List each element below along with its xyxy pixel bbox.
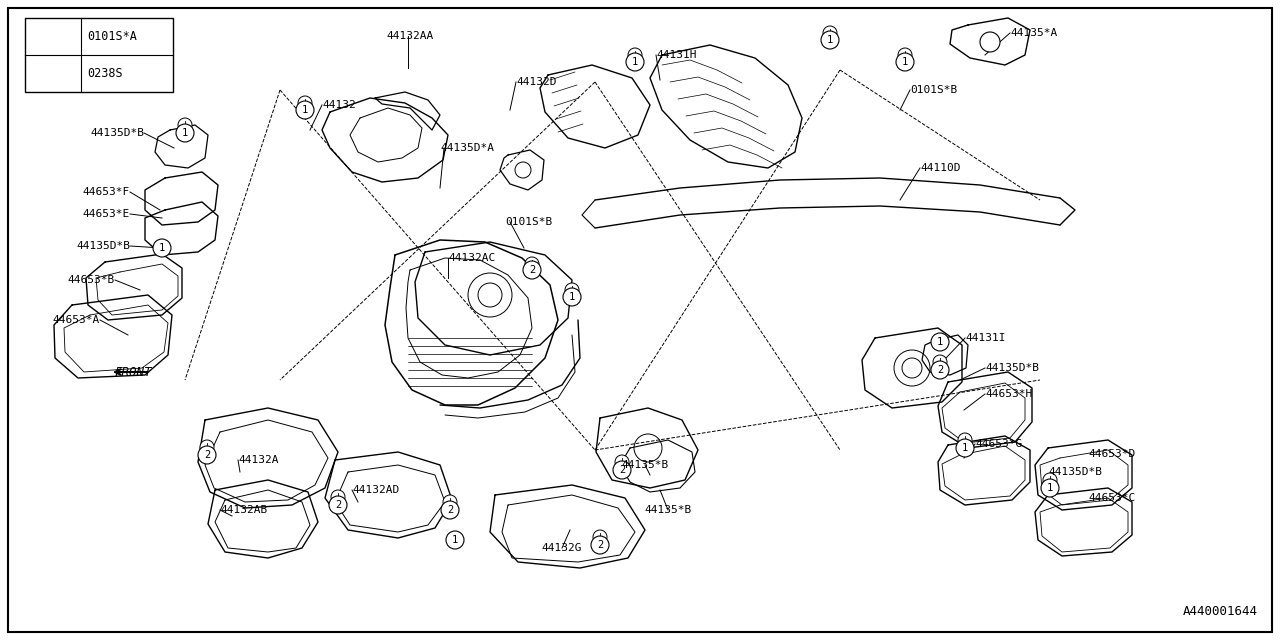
- Text: 1: 1: [302, 105, 308, 115]
- Circle shape: [614, 455, 628, 469]
- Text: 2: 2: [447, 505, 453, 515]
- Text: 44132A: 44132A: [238, 455, 279, 465]
- Text: 2: 2: [596, 540, 603, 550]
- Circle shape: [896, 53, 914, 71]
- Text: 44135D*B: 44135D*B: [90, 128, 143, 138]
- Text: 44135*A: 44135*A: [1010, 28, 1057, 38]
- Text: 44132AB: 44132AB: [220, 505, 268, 515]
- Circle shape: [329, 496, 347, 514]
- Text: 0101S*B: 0101S*B: [506, 217, 552, 227]
- Text: 1: 1: [50, 31, 56, 42]
- Text: 1: 1: [568, 292, 575, 302]
- Circle shape: [628, 48, 643, 62]
- Circle shape: [899, 48, 911, 62]
- Bar: [26, 18, 173, 92]
- Circle shape: [591, 536, 609, 554]
- Circle shape: [593, 530, 607, 544]
- Text: 2: 2: [50, 68, 56, 79]
- Text: 1: 1: [902, 57, 908, 67]
- Text: 44132: 44132: [323, 100, 356, 110]
- Circle shape: [42, 26, 64, 47]
- Text: 44131H: 44131H: [657, 50, 696, 60]
- Text: 2: 2: [618, 465, 625, 475]
- Text: 1: 1: [182, 128, 188, 138]
- Circle shape: [332, 490, 346, 504]
- Circle shape: [823, 26, 837, 40]
- Text: 44132D: 44132D: [516, 77, 557, 87]
- Circle shape: [931, 361, 948, 379]
- Circle shape: [563, 288, 581, 306]
- Circle shape: [980, 32, 1000, 52]
- Text: 44653*E: 44653*E: [83, 209, 131, 219]
- Circle shape: [957, 433, 972, 447]
- Text: 44135*B: 44135*B: [644, 505, 691, 515]
- Circle shape: [820, 31, 838, 49]
- Circle shape: [154, 239, 172, 257]
- Text: 44653*A: 44653*A: [52, 315, 100, 325]
- Circle shape: [443, 495, 457, 509]
- Text: 44653*F: 44653*F: [83, 187, 131, 197]
- Circle shape: [178, 118, 192, 132]
- Text: 44135D*B: 44135D*B: [986, 363, 1039, 373]
- Circle shape: [442, 501, 460, 519]
- Text: A440001644: A440001644: [1183, 605, 1258, 618]
- Text: 44132AD: 44132AD: [352, 485, 399, 495]
- Text: 44131I: 44131I: [965, 333, 1006, 343]
- Circle shape: [198, 446, 216, 464]
- Text: 44653*G: 44653*G: [975, 439, 1023, 449]
- Text: 44653*C: 44653*C: [1088, 493, 1135, 503]
- Text: FRONT: FRONT: [114, 367, 152, 380]
- Circle shape: [613, 461, 631, 479]
- Text: 44135D*B: 44135D*B: [76, 241, 131, 251]
- Text: 0101S*B: 0101S*B: [910, 85, 957, 95]
- Text: 44132AC: 44132AC: [448, 253, 495, 263]
- Text: 44653*D: 44653*D: [1088, 449, 1135, 459]
- Text: 44135D*B: 44135D*B: [1048, 467, 1102, 477]
- Circle shape: [445, 531, 465, 549]
- Circle shape: [1041, 479, 1059, 497]
- Circle shape: [956, 439, 974, 457]
- Text: 2: 2: [335, 500, 342, 510]
- Circle shape: [931, 333, 948, 351]
- Circle shape: [200, 440, 214, 454]
- Text: 0101S*A: 0101S*A: [87, 30, 137, 43]
- Circle shape: [296, 101, 314, 119]
- Text: 1: 1: [961, 443, 968, 453]
- Circle shape: [42, 63, 64, 84]
- Text: 0238S: 0238S: [87, 67, 123, 80]
- Text: 2: 2: [529, 265, 535, 275]
- Text: 44135*B: 44135*B: [621, 460, 668, 470]
- Circle shape: [1043, 473, 1057, 487]
- Text: 44132AA: 44132AA: [387, 31, 434, 41]
- Text: 1: 1: [1047, 483, 1053, 493]
- Text: 1: 1: [452, 535, 458, 545]
- Circle shape: [298, 96, 312, 110]
- Circle shape: [564, 283, 579, 297]
- Text: 44653*B: 44653*B: [68, 275, 115, 285]
- Text: 1: 1: [827, 35, 833, 45]
- Text: 1: 1: [937, 337, 943, 347]
- Text: 44135D*A: 44135D*A: [440, 143, 494, 153]
- Text: 1: 1: [632, 57, 639, 67]
- Circle shape: [626, 53, 644, 71]
- Text: 2: 2: [937, 365, 943, 375]
- Circle shape: [525, 257, 539, 271]
- Text: 44110D: 44110D: [920, 163, 960, 173]
- Circle shape: [177, 124, 195, 142]
- Circle shape: [933, 355, 947, 369]
- Circle shape: [524, 261, 541, 279]
- Text: 44132G: 44132G: [541, 543, 582, 553]
- Text: 2: 2: [204, 450, 210, 460]
- Text: 44653*H: 44653*H: [986, 389, 1032, 399]
- Text: 1: 1: [159, 243, 165, 253]
